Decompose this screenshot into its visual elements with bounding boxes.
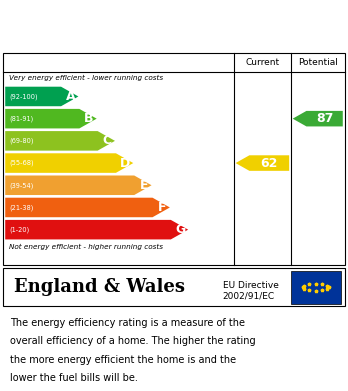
Text: EU Directive: EU Directive — [223, 281, 279, 290]
Text: 2002/91/EC: 2002/91/EC — [223, 291, 275, 300]
Text: (81-91): (81-91) — [9, 115, 34, 122]
Text: B: B — [84, 112, 94, 125]
Polygon shape — [5, 198, 170, 217]
Text: the more energy efficient the home is and the: the more energy efficient the home is an… — [10, 355, 237, 364]
Text: England & Wales: England & Wales — [14, 278, 185, 296]
Polygon shape — [5, 153, 133, 173]
Text: F: F — [158, 201, 166, 214]
Text: overall efficiency of a home. The higher the rating: overall efficiency of a home. The higher… — [10, 336, 256, 346]
Polygon shape — [293, 111, 343, 126]
Text: (1-20): (1-20) — [9, 226, 30, 233]
Polygon shape — [5, 220, 188, 239]
Text: Current: Current — [245, 58, 279, 67]
Text: E: E — [140, 179, 148, 192]
Text: 87: 87 — [316, 112, 333, 125]
Text: (21-38): (21-38) — [9, 204, 34, 211]
Polygon shape — [5, 109, 97, 128]
Text: A: A — [66, 90, 76, 103]
Text: (55-68): (55-68) — [9, 160, 34, 166]
Text: Not energy efficient - higher running costs: Not energy efficient - higher running co… — [9, 244, 163, 250]
Polygon shape — [5, 131, 115, 151]
Polygon shape — [236, 155, 289, 171]
Text: Very energy efficient - lower running costs: Very energy efficient - lower running co… — [9, 75, 163, 81]
Text: 62: 62 — [261, 156, 278, 170]
Polygon shape — [5, 176, 151, 195]
Text: D: D — [120, 156, 130, 170]
Text: G: G — [175, 223, 185, 236]
Text: (92-100): (92-100) — [9, 93, 38, 100]
Text: (69-80): (69-80) — [9, 138, 34, 144]
Text: The energy efficiency rating is a measure of the: The energy efficiency rating is a measur… — [10, 318, 245, 328]
Text: (39-54): (39-54) — [9, 182, 34, 188]
Text: Energy Efficiency Rating: Energy Efficiency Rating — [10, 16, 240, 34]
Text: lower the fuel bills will be.: lower the fuel bills will be. — [10, 373, 138, 383]
Bar — [291, 271, 341, 304]
Text: C: C — [103, 135, 112, 147]
Text: Potential: Potential — [298, 58, 338, 67]
Polygon shape — [5, 87, 78, 106]
